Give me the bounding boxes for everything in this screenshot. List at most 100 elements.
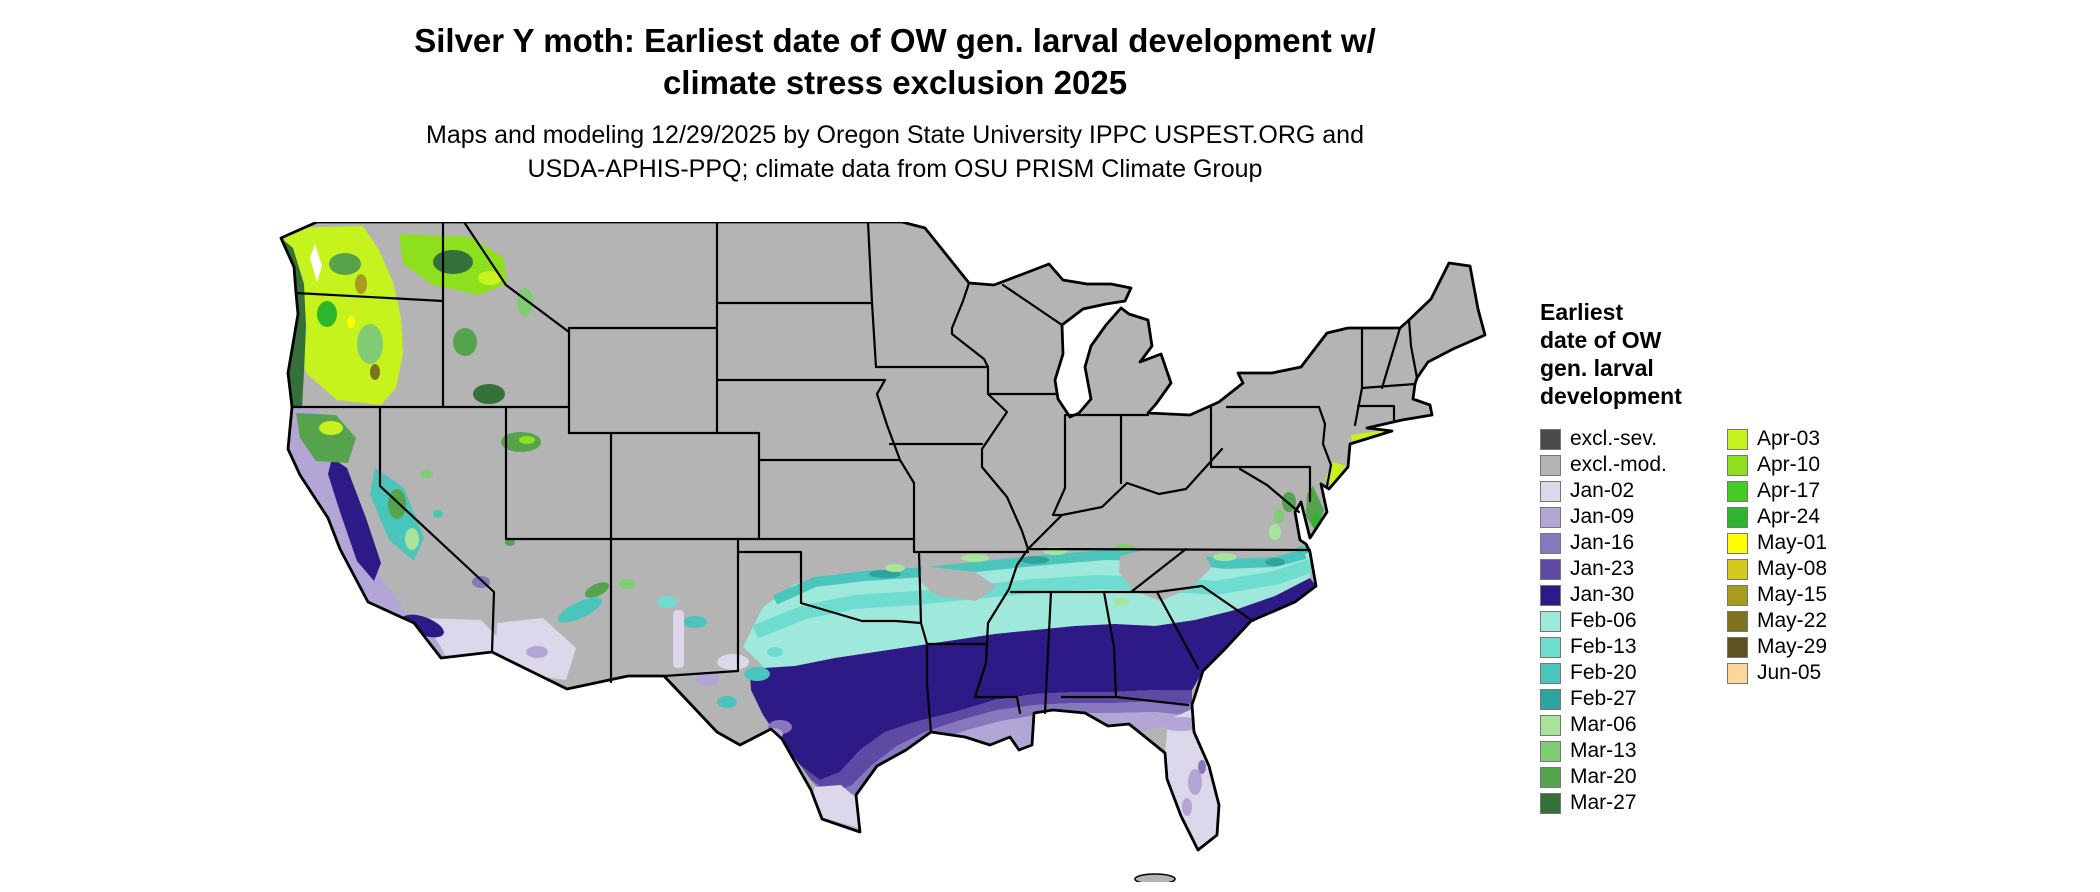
legend-label: Mar-27: [1570, 791, 1637, 814]
legend-swatch: [1727, 532, 1748, 554]
legend-label: excl.-mod.: [1570, 453, 1667, 476]
legend-label: Mar-20: [1570, 765, 1637, 788]
legend-item: Feb-20: [1540, 660, 1727, 686]
legend-swatch: [1727, 662, 1748, 684]
legend-item: May-08: [1727, 556, 1827, 582]
subtitle-line-1: Maps and modeling 12/29/2025 by Oregon S…: [426, 121, 1364, 149]
map-zones: [281, 226, 1431, 850]
figure-title: Silver Y moth: Earliest date of OW gen. …: [0, 20, 1790, 104]
legend-label: Apr-24: [1757, 505, 1821, 528]
legend-label: May-15: [1757, 583, 1828, 606]
legend-swatch: [1727, 610, 1748, 632]
legend-item: Feb-13: [1540, 634, 1727, 660]
legend-item: Mar-27: [1540, 790, 1727, 816]
legend-item: Jan-09: [1540, 504, 1727, 530]
legend-swatch: [1540, 662, 1561, 684]
legend-title-line-4: development: [1540, 383, 1682, 409]
legend-item: Mar-20: [1540, 764, 1727, 790]
zone-nj-apr03: [1325, 462, 1346, 485]
legend-item: Apr-10: [1727, 452, 1827, 478]
ozark-excluded: [918, 566, 997, 601]
legend-label: excl.-sev.: [1570, 427, 1658, 450]
legend-label: Jan-23: [1570, 557, 1635, 580]
legend-swatch: [1540, 584, 1561, 606]
legend-item: Mar-13: [1540, 738, 1727, 764]
legend-swatch: [1727, 454, 1748, 476]
legend-title-line-3: gen. larval: [1540, 355, 1654, 381]
subtitle-line-2: USDA-APHIS-PPQ; climate data from OSU PR…: [527, 155, 1263, 183]
legend-item: May-01: [1727, 530, 1827, 556]
legend-item: Jun-05: [1727, 660, 1827, 686]
legend-item: May-22: [1727, 608, 1827, 634]
us-map: [275, 220, 1495, 885]
legend-swatch: [1540, 558, 1561, 580]
legend-swatch: [1540, 454, 1561, 476]
legend-label: Feb-06: [1570, 609, 1637, 632]
legend-item: May-15: [1727, 582, 1827, 608]
zone-ca-coast-jan09: [288, 407, 441, 658]
legend-item: excl.-mod.: [1540, 452, 1727, 478]
legend-label: Feb-20: [1570, 661, 1637, 684]
legend-title-line-1: Earliest: [1540, 299, 1624, 325]
legend-item: Feb-06: [1540, 608, 1727, 634]
figure-subtitle: Maps and modeling 12/29/2025 by Oregon S…: [0, 118, 1790, 186]
legend-item: Jan-16: [1540, 530, 1727, 556]
legend-label: Jun-05: [1757, 661, 1822, 684]
legend-title: Earliest date of OW gen. larval developm…: [1540, 298, 2070, 410]
legend-label: May-01: [1757, 531, 1828, 554]
florida-keys: [1134, 873, 1176, 885]
legend-label: May-29: [1757, 635, 1828, 658]
legend-label: Feb-13: [1570, 635, 1637, 658]
legend-swatch: [1727, 636, 1748, 658]
legend-swatch: [1540, 766, 1561, 788]
legend-swatch: [1727, 558, 1748, 580]
legend-swatch: [1540, 428, 1561, 450]
legend-label: Feb-27: [1570, 687, 1637, 710]
legend-label: Apr-03: [1757, 427, 1821, 450]
legend-item: excl.-sev.: [1540, 426, 1727, 452]
legend-item: Feb-27: [1540, 686, 1727, 712]
zone-jan30-band: [750, 578, 1316, 780]
legend-item: May-29: [1727, 634, 1827, 660]
legend-swatch: [1540, 792, 1561, 814]
zone-longisland-apr03: [1351, 429, 1391, 441]
legend-title-line-2: date of OW: [1540, 327, 1662, 353]
legend-swatch: [1540, 480, 1561, 502]
legend-item: Jan-23: [1540, 556, 1727, 582]
legend-swatch: [1540, 740, 1561, 762]
title-line-2: climate stress exclusion 2025: [662, 64, 1128, 102]
legend-column-right: Apr-03 Apr-10 Apr-17 Apr-24 May-01 May-0…: [1727, 426, 1827, 816]
legend-swatch: [1727, 506, 1748, 528]
legend-label: Mar-13: [1570, 739, 1637, 762]
legend-item: Mar-06: [1540, 712, 1727, 738]
legend-label: Apr-17: [1757, 479, 1821, 502]
legend-swatch: [1540, 714, 1561, 736]
state-borders: [290, 220, 1419, 734]
legend-item: Apr-03: [1727, 426, 1827, 452]
legend-label: May-08: [1757, 557, 1828, 580]
legend-label: Apr-10: [1757, 453, 1821, 476]
legend-label: Mar-06: [1570, 713, 1637, 736]
legend-item: Apr-24: [1727, 504, 1827, 530]
zone-central-valley-jan30: [328, 458, 381, 581]
legend-column-left: excl.-sev. excl.-mod. Jan-02 Jan-09 Jan-…: [1540, 426, 1727, 816]
legend-label: Jan-30: [1570, 583, 1635, 606]
map-legend: Earliest date of OW gen. larval developm…: [1540, 298, 2070, 816]
us-map-svg: [279, 220, 1487, 885]
legend-swatch: [1540, 688, 1561, 710]
zone-stx-jan02: [813, 785, 859, 828]
legend-item: Jan-30: [1540, 582, 1727, 608]
puget-sound: [310, 244, 322, 282]
legend-swatch: [1540, 610, 1561, 632]
legend-swatch: [1540, 506, 1561, 528]
legend-label: May-22: [1757, 609, 1828, 632]
legend-item: Jan-02: [1540, 478, 1727, 504]
legend-swatch: [1727, 584, 1748, 606]
legend-swatch: [1540, 532, 1561, 554]
legend-label: Jan-16: [1570, 531, 1635, 554]
legend-label: Jan-09: [1570, 505, 1635, 528]
legend-swatch: [1727, 480, 1748, 502]
legend-swatch: [1727, 428, 1748, 450]
title-line-1: Silver Y moth: Earliest date of OW gen. …: [414, 22, 1376, 59]
